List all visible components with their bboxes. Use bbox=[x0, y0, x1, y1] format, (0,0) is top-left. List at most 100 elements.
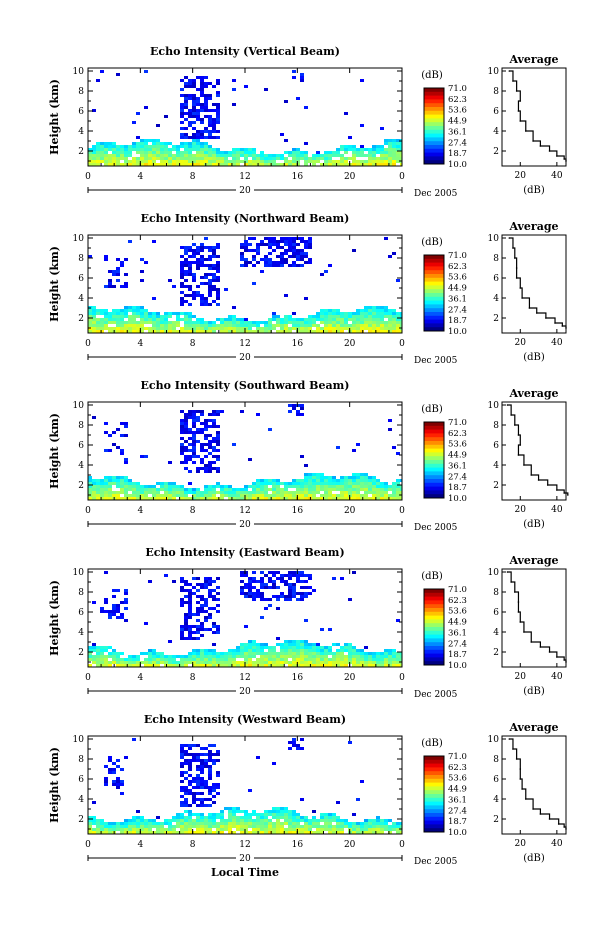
heatmap-cell bbox=[172, 825, 176, 828]
heatmap-cell bbox=[196, 813, 200, 816]
heatmap-cell bbox=[392, 151, 396, 154]
heatmap-cell bbox=[92, 109, 96, 112]
colorbar-tick-label: 53.6 bbox=[448, 607, 467, 617]
heatmap-cell bbox=[172, 163, 176, 166]
heatmap-cell bbox=[184, 488, 188, 491]
heatmap-cell bbox=[184, 595, 188, 598]
heatmap-cell bbox=[100, 330, 104, 333]
heatmap-cell bbox=[160, 488, 164, 491]
heatmap-cell bbox=[280, 646, 284, 649]
heatmap-cell bbox=[220, 491, 224, 494]
heatmap-cell bbox=[220, 151, 224, 154]
heatmap-cell bbox=[180, 160, 184, 163]
heatmap-cell bbox=[200, 753, 204, 756]
heatmap-cell bbox=[184, 294, 188, 297]
heatmap-cell bbox=[196, 780, 200, 783]
heatmap-cell bbox=[348, 318, 352, 321]
heatmap-cell bbox=[300, 658, 304, 661]
heatmap-cell bbox=[356, 160, 360, 163]
heatmap-cell bbox=[120, 261, 124, 264]
heatmap-cell bbox=[184, 786, 188, 789]
heatmap-cell bbox=[188, 145, 192, 148]
heatmap-cell bbox=[140, 151, 144, 154]
heatmap-cell bbox=[180, 664, 184, 667]
heatmap-cell bbox=[192, 613, 196, 616]
heatmap-cell bbox=[104, 649, 108, 652]
heatmap-cell bbox=[396, 485, 400, 488]
heatmap-cell bbox=[244, 658, 248, 661]
heatmap-cell bbox=[108, 610, 112, 613]
heatmap-cell bbox=[176, 315, 180, 318]
heatmap-cell bbox=[120, 601, 124, 604]
heatmap-cell bbox=[152, 163, 156, 166]
heatmap-cell bbox=[288, 255, 292, 258]
heatmap-cell bbox=[96, 479, 100, 482]
colorbar-segment bbox=[424, 255, 444, 260]
heatmap-cell bbox=[308, 237, 312, 240]
heatmap-cell bbox=[96, 309, 100, 312]
heatmap-cell bbox=[108, 160, 112, 163]
heatmap-cell bbox=[364, 163, 368, 166]
heatmap-cell bbox=[184, 658, 188, 661]
heatmap-cell bbox=[88, 309, 92, 312]
heatmap-cell bbox=[348, 315, 352, 318]
x-tick-label: 0 bbox=[85, 172, 91, 182]
y-tick-label: 6 bbox=[78, 274, 84, 284]
heatmap-cell bbox=[112, 160, 116, 163]
heatmap-cell bbox=[336, 160, 340, 163]
heatmap-cell bbox=[112, 613, 116, 616]
heatmap-cell bbox=[136, 142, 140, 145]
heatmap-cell bbox=[188, 583, 192, 586]
heatmap-cell bbox=[108, 616, 112, 619]
heatmap-cell bbox=[92, 318, 96, 321]
colorbar-unit: (dB) bbox=[421, 404, 443, 415]
heatmap-cell bbox=[308, 246, 312, 249]
heatmap-cell bbox=[368, 327, 372, 330]
heatmap-cell bbox=[280, 813, 284, 816]
heatmap-cell bbox=[132, 482, 136, 485]
heatmap-cell bbox=[220, 813, 224, 816]
heatmap-cell bbox=[128, 825, 132, 828]
heatmap-cell bbox=[216, 786, 220, 789]
heatmap-cell bbox=[328, 652, 332, 655]
heatmap-cell bbox=[88, 655, 92, 658]
heatmap-cell bbox=[216, 592, 220, 595]
heatmap-cell bbox=[224, 655, 228, 658]
heatmap-cell bbox=[208, 583, 212, 586]
heatmap-cell bbox=[180, 598, 184, 601]
heatmap-cell bbox=[344, 661, 348, 664]
heatmap-cell bbox=[260, 831, 264, 834]
heatmap-cell bbox=[280, 491, 284, 494]
heatmap-cell bbox=[260, 586, 264, 589]
heatmap-cell bbox=[384, 324, 388, 327]
heatmap-cell bbox=[136, 324, 140, 327]
heatmap-cell bbox=[208, 813, 212, 816]
heatmap-cell bbox=[188, 768, 192, 771]
heatmap-cell bbox=[316, 819, 320, 822]
heatmap-cell bbox=[192, 449, 196, 452]
heatmap-cell bbox=[356, 655, 360, 658]
heatmap-cell bbox=[360, 154, 364, 157]
heatmap-cell bbox=[328, 476, 332, 479]
heatmap-cell bbox=[156, 318, 160, 321]
heatmap-cell bbox=[308, 577, 312, 580]
heatmap-cell bbox=[140, 139, 144, 142]
heatmap-cell bbox=[344, 491, 348, 494]
heatmap-cell bbox=[280, 655, 284, 658]
heatmap-cell bbox=[184, 142, 188, 145]
heatmap-cell bbox=[104, 321, 108, 324]
heatmap-cell bbox=[180, 819, 184, 822]
heatmap-cell bbox=[280, 822, 284, 825]
heatmap-cell bbox=[188, 631, 192, 634]
heatmap-cell bbox=[248, 658, 252, 661]
heatmap-cell bbox=[212, 783, 216, 786]
heatmap-cell bbox=[376, 658, 380, 661]
heatmap-cell bbox=[192, 437, 196, 440]
heatmap-cell bbox=[244, 491, 248, 494]
heatmap-cell bbox=[244, 485, 248, 488]
heatmap-cell bbox=[188, 655, 192, 658]
heatmap-cell bbox=[304, 646, 308, 649]
heatmap-cell bbox=[320, 154, 324, 157]
heatmap-cell bbox=[152, 312, 156, 315]
